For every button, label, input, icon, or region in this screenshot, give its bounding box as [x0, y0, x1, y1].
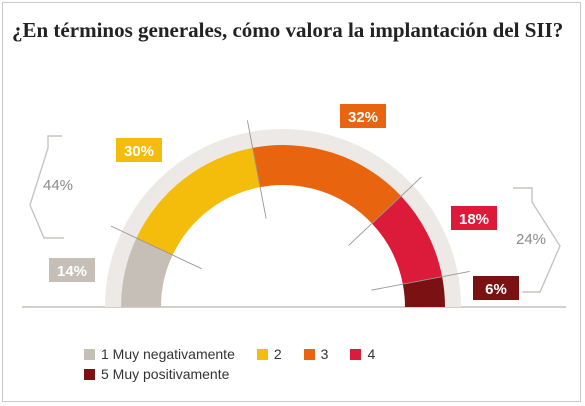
legend-row-2: 5 Muy positivamente	[84, 364, 464, 384]
legend-swatch-4	[350, 348, 362, 360]
segment-divider-4	[371, 270, 470, 291]
group-bracket-left	[29, 135, 64, 239]
legend-label-1: 1 Muy negativamente	[101, 346, 235, 362]
legend-item-2: 2	[256, 346, 282, 362]
donut-segment-5	[402, 276, 445, 307]
legend-label-3: 3	[320, 346, 329, 362]
value-label-box-2	[116, 138, 162, 162]
legend-item-4: 4	[350, 346, 375, 362]
legend: 1 Muy negativamente 2 3 4 5 Muy positiva…	[84, 344, 464, 384]
segment-divider-2	[246, 120, 267, 219]
legend-label-4: 4	[367, 346, 376, 362]
donut-segment-4	[371, 196, 443, 285]
chart-title: ¿En términos generales, cómo valora la i…	[12, 18, 564, 42]
group-bracket-right	[513, 187, 561, 293]
legend-row-1: 1 Muy negativamente 2 3 4	[84, 344, 464, 364]
chart-frame	[2, 2, 581, 402]
donut-segment-2	[136, 147, 261, 256]
value-label-1: 14%	[57, 263, 87, 280]
value-label-3: 32%	[348, 109, 378, 126]
legend-swatch-2	[256, 348, 268, 360]
value-label-2: 30%	[124, 143, 154, 160]
legend-swatch-5	[84, 368, 95, 380]
legend-item-3: 3	[303, 346, 329, 362]
legend-label-2: 2	[273, 346, 282, 362]
group-label-right: 24%	[516, 231, 546, 248]
value-label-5: 6%	[485, 281, 507, 298]
group-label-left: 44%	[43, 177, 73, 194]
legend-swatch-3	[303, 348, 315, 360]
value-label-4: 18%	[459, 211, 489, 228]
value-label-box-3	[340, 104, 386, 128]
donut-segment-3	[252, 145, 402, 224]
legend-swatch-1	[84, 348, 95, 360]
legend-item-5: 5 Muy positivamente	[84, 366, 229, 382]
legend-label-5: 5 Muy positivamente	[101, 366, 230, 382]
segment-divider-1	[110, 225, 202, 270]
value-label-box-4	[451, 206, 497, 230]
segment-divider-3	[348, 176, 422, 246]
donut-segment-1	[121, 238, 173, 307]
legend-item-1: 1 Muy negativamente	[84, 346, 235, 362]
value-label-box-1	[49, 258, 95, 282]
value-label-box-5	[473, 276, 519, 300]
